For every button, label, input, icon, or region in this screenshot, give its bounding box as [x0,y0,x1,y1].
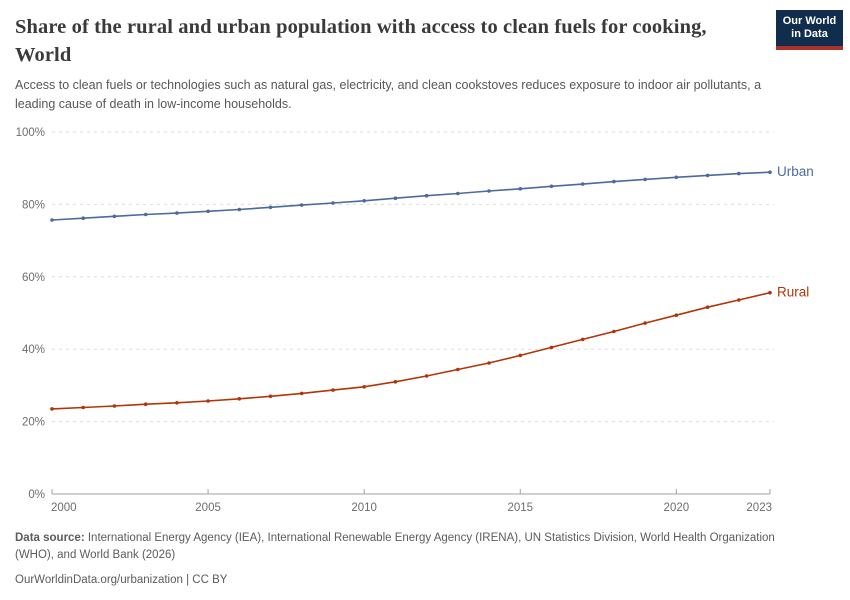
data-point-urban-2019[interactable] [643,177,647,182]
data-point-urban-2023[interactable] [768,170,772,174]
data-point-urban-2012[interactable] [424,193,429,198]
data-point-urban-2003[interactable] [143,212,148,217]
data-point-urban-2022[interactable] [737,171,741,176]
chart-title: Share of the rural and urban population … [15,16,707,67]
data-point-urban-2008[interactable] [299,203,304,207]
y-tick-label: 100% [16,127,45,139]
data-point-rural-2011[interactable] [393,380,398,384]
data-point-rural-2010[interactable] [362,385,367,389]
data-point-rural-2003[interactable] [143,402,148,407]
license-separator: | [182,573,193,586]
series-line-urban[interactable] [51,171,771,221]
data-point-urban-2014[interactable] [487,189,491,193]
data-point-urban-2020[interactable] [674,175,679,180]
data-point-rural-2012[interactable] [424,374,429,378]
data-point-rural-2014[interactable] [487,361,491,365]
data-point-urban-2017[interactable] [580,182,585,186]
owid-logo-line1: Our World [782,14,837,27]
x-tick-label-2020: 2020 [664,502,690,514]
data-point-urban-2021[interactable] [705,173,710,178]
chart-subtitle: Access to clean fuels or technologies su… [15,78,762,111]
data-point-rural-2023[interactable] [768,290,772,295]
data-point-urban-2004[interactable] [175,211,179,215]
series-label-urban[interactable]: Urban [777,164,814,179]
data-point-urban-2010[interactable] [362,199,367,203]
owid-logo[interactable]: Our World in Data [776,10,843,50]
data-point-rural-2005[interactable] [206,399,210,403]
data-point-urban-2013[interactable] [456,191,460,196]
data-point-rural-2006[interactable] [237,397,242,401]
data-point-rural-2001[interactable] [81,405,85,410]
x-tick-label-2015: 2015 [507,502,533,514]
data-point-urban-2007[interactable] [268,205,273,210]
data-point-urban-2001[interactable] [81,216,85,220]
data-point-rural-2017[interactable] [580,337,585,342]
license-line: OurWorldinData.org/urbanization | CC BY [15,572,807,589]
data-point-rural-2004[interactable] [175,401,179,405]
y-tick-label: 40% [22,344,45,356]
data-point-urban-2015[interactable] [518,187,523,191]
data-point-rural-2015[interactable] [518,353,523,358]
data-point-rural-2022[interactable] [737,298,741,302]
data-point-urban-2006[interactable] [237,207,242,212]
y-tick-label: 60% [22,272,45,284]
x-tick-label-2010: 2010 [351,502,377,514]
data-point-urban-2016[interactable] [549,184,554,189]
data-point-rural-2020[interactable] [674,313,679,318]
data-point-rural-2002[interactable] [112,404,117,408]
y-tick-label: 0% [28,489,45,501]
data-point-rural-2013[interactable] [456,367,460,372]
data-point-urban-2005[interactable] [206,209,210,214]
owid-logo-line2: in Data [791,28,828,40]
data-source-text: International Energy Agency (IEA), Inter… [15,532,775,562]
data-point-rural-2000[interactable] [50,407,54,411]
y-tick-label: 80% [22,199,45,211]
data-point-rural-2009[interactable] [331,388,335,392]
cc-by-label: CC BY [192,573,228,586]
data-point-urban-2018[interactable] [612,179,616,184]
data-point-rural-2021[interactable] [705,305,710,310]
data-source-label: Data source: [15,532,85,544]
data-point-urban-2011[interactable] [393,196,398,200]
data-point-rural-2018[interactable] [612,329,616,334]
x-tick-label-2023: 2023 [746,502,772,514]
data-point-rural-2016[interactable] [549,345,554,350]
data-point-urban-2002[interactable] [112,214,117,219]
chart-footer: Data source: International Energy Agency… [15,530,807,589]
data-point-urban-2000[interactable] [50,218,54,222]
data-source-line: Data source: International Energy Agency… [15,530,807,565]
data-point-rural-2019[interactable] [643,321,647,325]
data-point-urban-2009[interactable] [331,201,335,205]
data-point-rural-2007[interactable] [268,394,273,399]
series-label-rural[interactable]: Rural [777,285,809,300]
owid-url-link[interactable]: OurWorldinData.org/urbanization [15,573,183,586]
series-line-rural[interactable] [51,291,771,410]
data-point-rural-2008[interactable] [299,391,304,396]
y-tick-label: 20% [22,417,45,429]
x-tick-label-2000: 2000 [51,502,77,514]
x-tick-label-2005: 2005 [195,502,221,514]
